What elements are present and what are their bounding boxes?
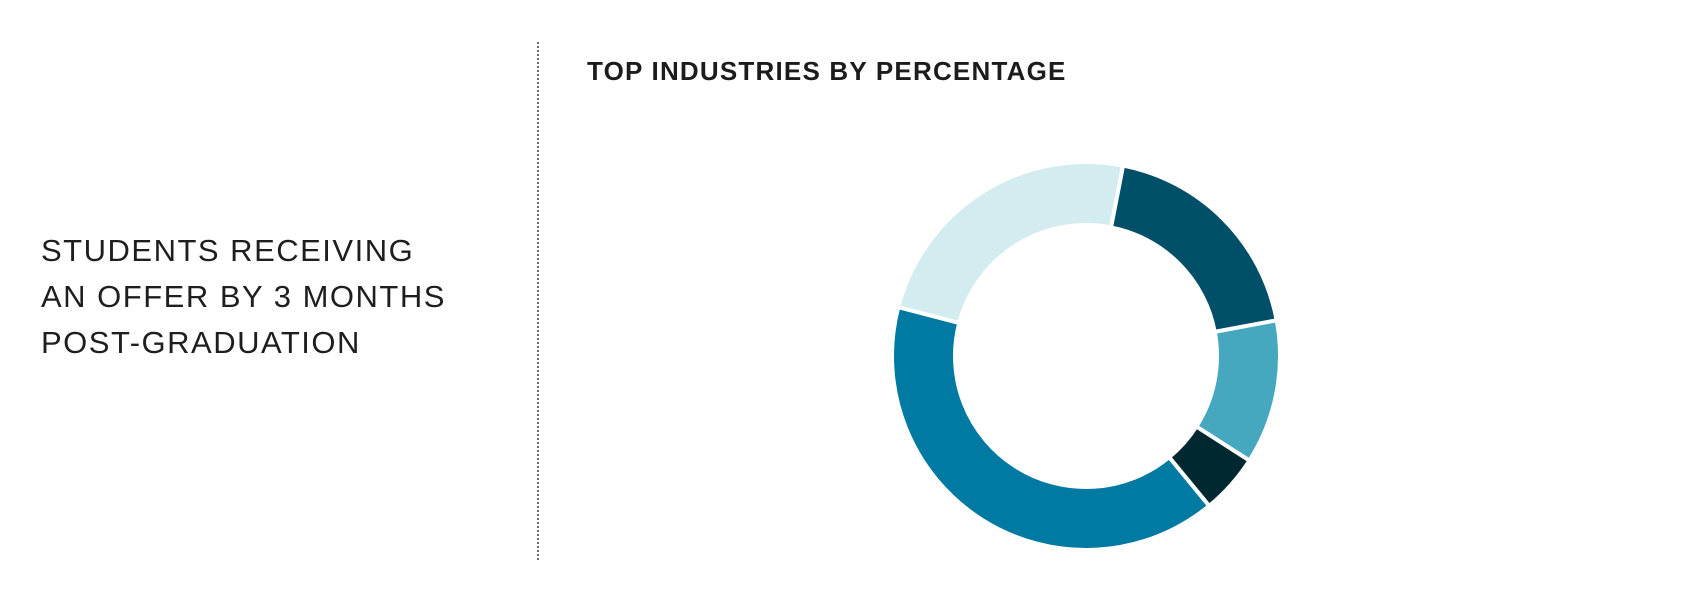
caption-line-1: STUDENTS RECEIVING (41, 233, 415, 268)
caption-line-3: POST-GRADUATION (41, 325, 361, 360)
donut-slice-4 (890, 304, 1212, 552)
chart-title: TOP INDUSTRIES BY PERCENTAGE (587, 56, 1067, 86)
donut-chart-area (560, 110, 1660, 590)
donut-slice-1 (1108, 163, 1280, 335)
donut-slice-5 (895, 160, 1126, 326)
donut-chart (890, 160, 1282, 552)
caption-line-2: AN OFFER BY 3 MONTHS (41, 279, 446, 314)
dotted-divider (537, 42, 539, 560)
offer-statistic-caption: STUDENTS RECEIVING AN OFFER BY 3 MONTHS … (41, 228, 511, 366)
